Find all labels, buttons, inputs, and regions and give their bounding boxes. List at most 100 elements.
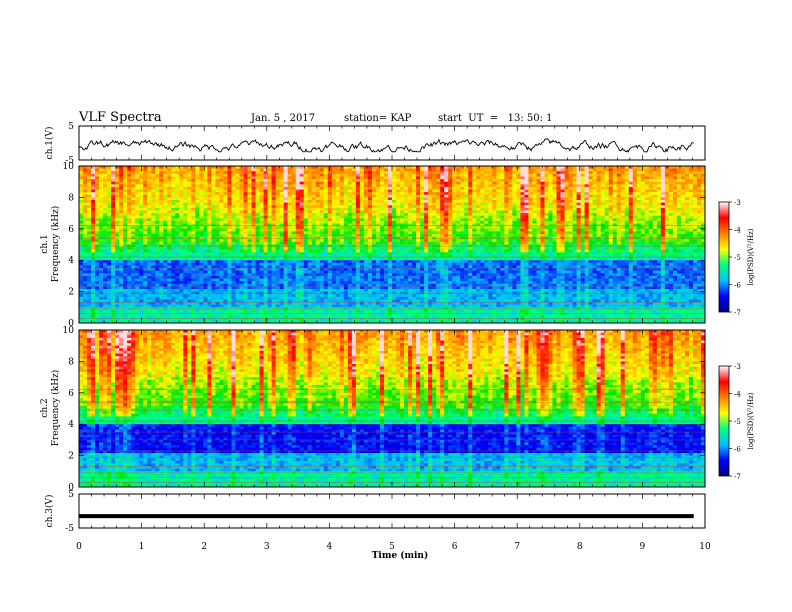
spectrogram-cell xyxy=(91,186,96,190)
spectrogram-cell xyxy=(119,173,124,177)
spectrogram-cell xyxy=(440,241,445,245)
spectrogram-cell xyxy=(428,210,433,214)
spectrogram-cell xyxy=(440,228,445,232)
spectrogram-cell xyxy=(464,234,469,238)
spectrogram-cell xyxy=(219,184,224,188)
spectrogram-cell xyxy=(355,247,361,251)
spectrogram-cell xyxy=(375,197,381,201)
spectrogram-cell xyxy=(243,213,248,217)
spectrogram-cell xyxy=(211,202,216,206)
spectrogram-cell xyxy=(672,247,678,251)
spectrogram-cell xyxy=(115,189,120,193)
spectrogram-cell xyxy=(247,200,252,204)
spectrogram-cell xyxy=(315,205,321,209)
spectrogram-cell xyxy=(375,179,381,183)
spectrogram-cell xyxy=(147,231,152,235)
spectrogram-cell xyxy=(187,205,192,209)
spectrogram-cell xyxy=(263,213,268,217)
spectrogram-cell xyxy=(660,218,666,222)
spectrogram-cell xyxy=(696,234,702,238)
spectrogram-cell xyxy=(520,189,525,193)
spectrogram-cell xyxy=(496,210,501,214)
spectrogram-cell xyxy=(456,223,461,227)
spectrogram-cell xyxy=(520,226,525,230)
spectrogram-cell xyxy=(311,166,317,170)
spectrogram-cell xyxy=(440,207,445,211)
spectrogram-cell xyxy=(175,171,180,175)
spectrogram-cell xyxy=(115,171,120,175)
spectrogram-cell xyxy=(460,207,465,211)
spectrogram-cell xyxy=(532,194,537,198)
spectrogram-cell xyxy=(367,241,373,245)
spectrogram-cell xyxy=(271,213,277,217)
spectrogram-cell xyxy=(167,228,172,232)
spectrogram-cell xyxy=(243,197,248,201)
spectrogram-cell xyxy=(307,173,313,177)
spectrogram-cell xyxy=(131,189,136,193)
spectrogram-cell xyxy=(456,189,461,193)
spectrogram-cell xyxy=(404,241,409,245)
spectrogram-cell xyxy=(700,181,706,185)
spectrogram-cell xyxy=(472,231,477,235)
spectrogram-cell xyxy=(271,173,277,177)
spectrogram-cell xyxy=(588,168,594,172)
spectrogram-cell xyxy=(307,228,313,232)
spectrogram-cell xyxy=(199,231,204,235)
spectrogram-cell xyxy=(480,179,485,183)
spectrogram-cell xyxy=(359,168,365,172)
spectrogram-cell xyxy=(436,171,441,175)
spectrogram-cell xyxy=(672,231,678,235)
spectrogram-cell xyxy=(319,241,325,245)
spectrogram-cell xyxy=(179,226,184,230)
spectrogram-cell xyxy=(263,192,268,196)
spectrogram-cell xyxy=(676,239,682,243)
spectrogram-cell xyxy=(167,197,172,201)
spectrogram-cell xyxy=(500,247,505,251)
spectrogram-cell xyxy=(299,239,305,243)
spectrogram-cell xyxy=(147,200,152,204)
spectrogram-cell xyxy=(239,181,244,185)
spectrogram-cell xyxy=(464,210,469,214)
spectrogram-cell xyxy=(259,228,264,232)
spectrogram-cell xyxy=(147,173,152,177)
spectrogram-cell xyxy=(135,226,140,230)
spectrogram-cell xyxy=(536,215,541,219)
spectrogram-cell xyxy=(684,228,690,232)
spectrogram-cell xyxy=(175,220,180,224)
spectrogram-cell xyxy=(355,234,361,238)
spectrogram-cell xyxy=(103,247,108,251)
spectrogram-cell xyxy=(91,200,96,204)
spectrogram-cell xyxy=(227,176,232,180)
spectrogram-cell xyxy=(556,223,561,227)
spectrogram-cell xyxy=(159,223,164,227)
spectrogram-cell xyxy=(247,231,252,235)
spectrogram-cell xyxy=(107,239,112,243)
spectrogram-cell xyxy=(404,181,409,185)
spectrogram-cell xyxy=(319,192,325,196)
spectrogram-cell xyxy=(283,189,289,193)
spectrogram-cell xyxy=(672,168,678,172)
spectrogram-cell xyxy=(512,223,517,227)
spectrogram-cell xyxy=(251,226,256,230)
spectrogram-cell xyxy=(231,173,236,177)
spectrogram-cell xyxy=(680,200,686,204)
spectrogram-cell xyxy=(636,207,642,211)
spectrogram-cell xyxy=(247,220,252,224)
spectrogram-cell xyxy=(636,202,642,206)
spectrogram-cell xyxy=(299,186,305,190)
spectrogram-cell xyxy=(107,210,112,214)
spectrogram-cell xyxy=(512,202,517,206)
spectrogram-cell xyxy=(183,166,188,170)
spectrogram-cell xyxy=(323,215,329,219)
spectrogram-cell xyxy=(331,166,337,170)
spectrogram-cell xyxy=(672,223,678,227)
spectrogram-cell xyxy=(255,171,260,175)
spectrogram-cell xyxy=(412,207,417,211)
spectrogram-cell xyxy=(239,173,244,177)
spectrogram-cell xyxy=(420,197,425,201)
spectrogram-cell xyxy=(428,173,433,177)
spectrogram-cell xyxy=(572,239,577,243)
spectrogram-cell xyxy=(488,210,493,214)
spectrogram-cell xyxy=(516,179,521,183)
spectrogram-cell xyxy=(608,192,614,196)
